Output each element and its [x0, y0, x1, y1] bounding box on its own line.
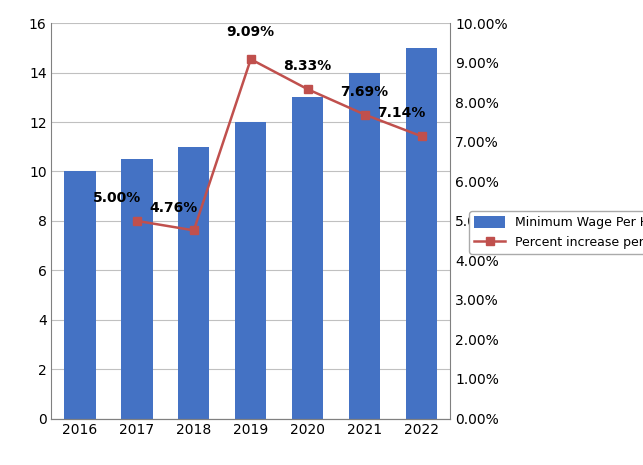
Bar [349, 73, 380, 418]
Bar [64, 172, 96, 418]
Text: 7.14%: 7.14% [377, 106, 426, 120]
Percent increase per year [304, 86, 312, 92]
Percent increase per year [418, 133, 426, 139]
Percent increase per year [361, 112, 368, 117]
Text: 7.69%: 7.69% [341, 85, 389, 99]
Bar [406, 48, 437, 418]
Percent increase per year [247, 56, 255, 62]
Percent increase per year [190, 227, 197, 233]
Percent increase per year [133, 218, 141, 224]
Text: 5.00%: 5.00% [93, 191, 141, 205]
Text: 9.09%: 9.09% [227, 26, 275, 40]
Text: 8.33%: 8.33% [284, 60, 332, 73]
Bar [178, 147, 210, 419]
Line: Percent increase per year: Percent increase per year [132, 55, 426, 234]
Bar [235, 122, 266, 418]
Legend: Minimum Wage Per Hour, Percent increase per year: Minimum Wage Per Hour, Percent increase … [469, 212, 643, 253]
Bar [121, 159, 152, 418]
Text: 4.76%: 4.76% [150, 200, 198, 214]
Bar [292, 97, 323, 419]
